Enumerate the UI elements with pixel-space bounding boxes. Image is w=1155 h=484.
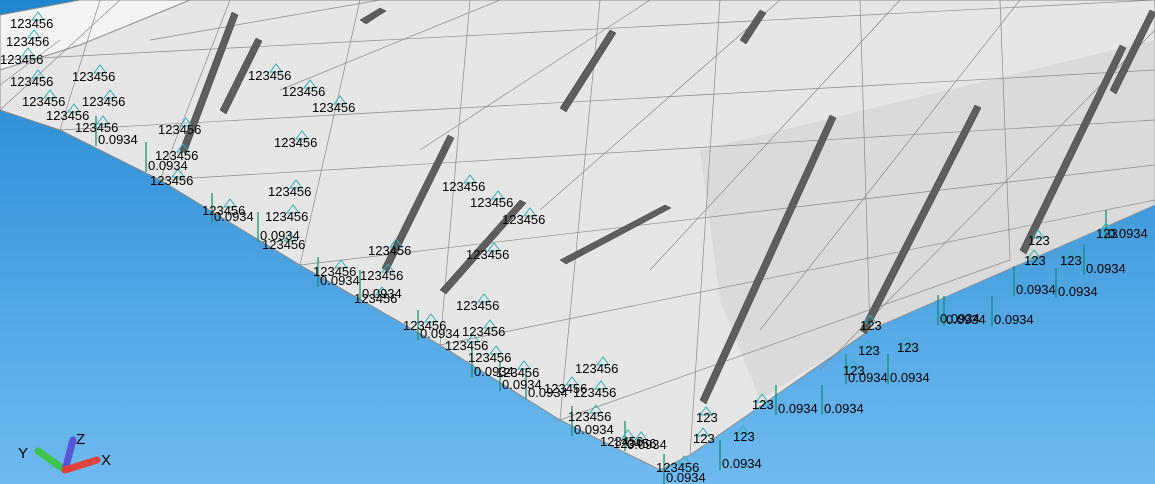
load-label: 0.0934 [666,470,706,484]
constraint-label: 123456 [312,100,355,115]
constraint-label: 123456 [470,195,513,210]
load-label: 0.0934 [362,286,402,301]
load-label: 0.0934 [320,273,360,288]
constraint-label: 123456 [360,268,403,283]
load-label: 0.0934 [994,312,1034,327]
load-label: 0.0934 [778,401,818,416]
constraint-label: 123456 [468,350,511,365]
load-label: 0.0934 [1086,261,1126,276]
load-label: 0.0934 [574,422,614,437]
constraint-label: 123 [858,343,880,358]
constraint-label: 123456 [72,69,115,84]
load-label: 0.0934 [848,370,888,385]
constraint-label: 123 [752,397,774,412]
constraint-label: 123456 [368,243,411,258]
constraint-label: 123456 [0,52,43,67]
constraint-label: 123456 [10,74,53,89]
load-label: 0.0934 [420,326,460,341]
z-axis-label: Z [76,431,85,448]
constraint-label: 123456 [6,34,49,49]
load-label: 0.0934 [627,437,667,452]
constraint-label: 123456 [456,298,499,313]
load-label: 0.0934 [1016,282,1056,297]
constraint-label: 123456 [265,209,308,224]
load-label: 0.0934 [946,312,986,327]
constraint-label: 123 [693,431,715,446]
load-label: 0.0934 [528,385,568,400]
constraint-label: 123456 [282,84,325,99]
y-axis-label: Y [18,445,28,462]
constraint-label: 123 [897,340,919,355]
constraint-label: 123456 [575,361,618,376]
constraint-label: 123456 [158,122,201,137]
constraint-label: 123456 [502,212,545,227]
constraint-label: 123456 [462,324,505,339]
constraint-label: 123456 [268,184,311,199]
load-label: 0.0934 [890,370,930,385]
load-label: 0.0934 [148,158,188,173]
constraint-label: 123456 [22,94,65,109]
load-label: 0.0934 [1058,284,1098,299]
constraint-label: 123456 [573,385,616,400]
constraint-label: 123 [860,318,882,333]
constraint-label: 123456 [82,94,125,109]
constraint-label: 123 [696,410,718,425]
load-label: 0.0934 [824,401,864,416]
constraint-label: 123456 [10,16,53,31]
load-label: 0.0934 [260,228,300,243]
load-label: 0.0934 [98,132,138,147]
constraint-label: 123 [733,429,755,444]
constraint-label: 123 [1060,253,1082,268]
x-axis-label: X [101,452,111,469]
constraint-label: 123456 [150,173,193,188]
constraint-label: 123456 [466,247,509,262]
load-label: 0.0934 [722,456,762,471]
load-label: 0.0934 [214,209,254,224]
load-label: 0.0934 [1108,226,1148,241]
constraint-label: 123456 [274,135,317,150]
constraint-label: 123456 [442,179,485,194]
constraint-label: 123 [1024,253,1046,268]
constraint-label: 123 [1028,233,1050,248]
constraint-label: 123456 [248,68,291,83]
